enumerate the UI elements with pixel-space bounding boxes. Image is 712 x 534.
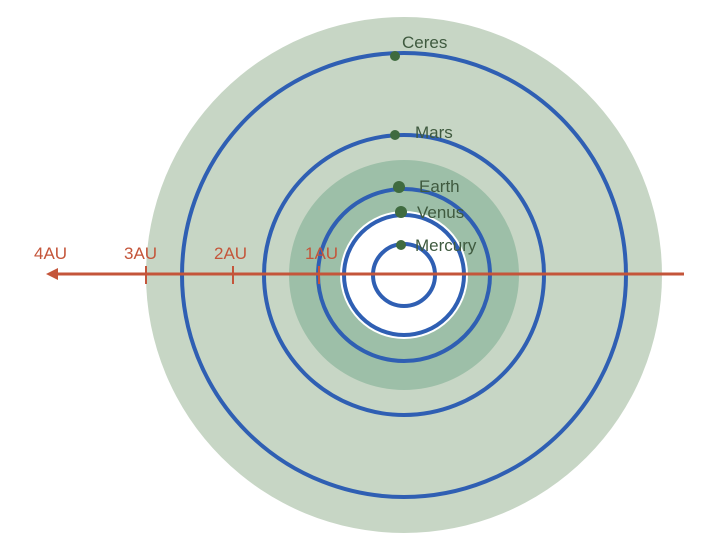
- label-1au: 1AU: [305, 244, 338, 263]
- label-earth: Earth: [419, 177, 460, 196]
- venus-dot: [395, 206, 407, 218]
- mars-dot: [390, 130, 400, 140]
- label-mars: Mars: [415, 123, 453, 142]
- label-2au: 2AU: [214, 244, 247, 263]
- label-4au: 4AU: [34, 244, 67, 263]
- earth-dot: [393, 181, 405, 193]
- label-3au: 3AU: [124, 244, 157, 263]
- label-ceres: Ceres: [402, 33, 447, 52]
- label-venus: Venus: [417, 203, 464, 222]
- label-mercury: Mercury: [415, 236, 477, 255]
- mercury-dot: [396, 240, 406, 250]
- ceres-dot: [390, 51, 400, 61]
- axis-arrow-head: [46, 268, 58, 280]
